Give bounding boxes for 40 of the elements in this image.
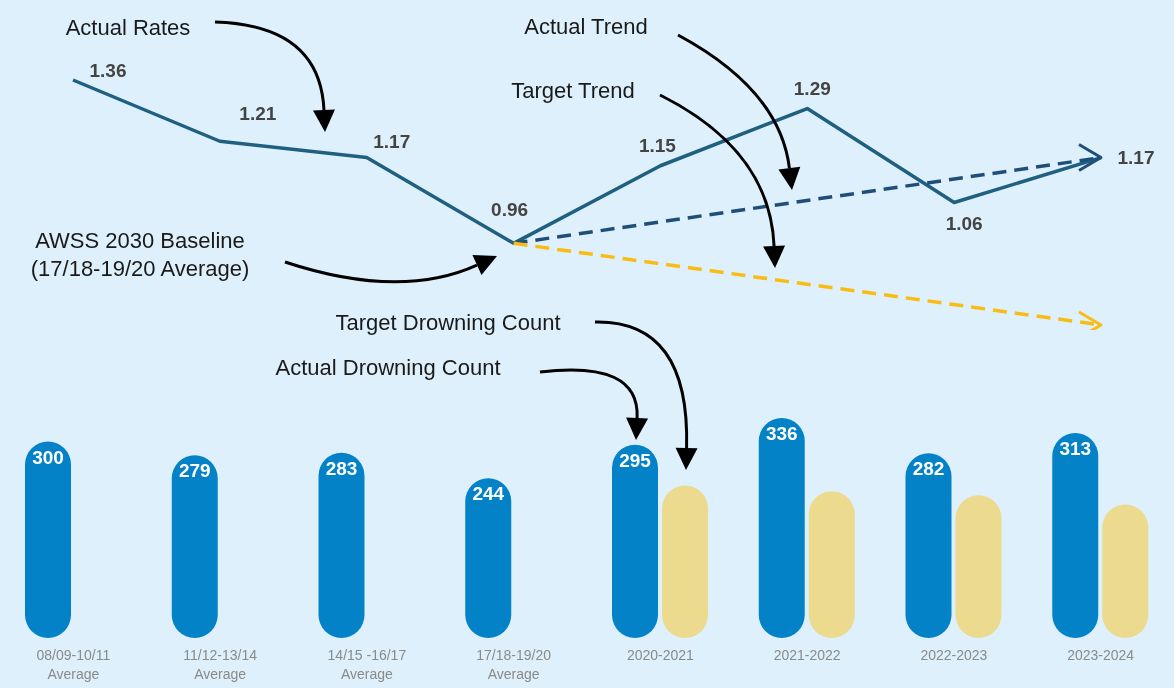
data-label: 1.29 xyxy=(793,77,831,99)
bar xyxy=(465,478,512,638)
text: Actual Rates xyxy=(65,15,191,40)
data-label: 244 xyxy=(472,483,505,505)
data-label: 295 xyxy=(619,449,652,471)
data-label: 1.17 xyxy=(373,130,411,152)
annotation: AWSS 2030 Baseline (17/18-19/20 Average) xyxy=(30,228,250,281)
data-label: 0.96 xyxy=(491,199,529,221)
x-tick-label: 11/12-13/14 Average xyxy=(183,647,258,682)
annotation: Target Drowning Count xyxy=(335,310,561,335)
bar xyxy=(171,455,218,638)
x-tick-label: 14/15 -16/17 Average xyxy=(327,647,407,682)
x-tick-label: 2022-2023 xyxy=(920,647,988,663)
annotation: Target Trend xyxy=(511,78,635,103)
data-label: 282 xyxy=(912,458,945,480)
data-label: 313 xyxy=(1059,438,1092,460)
x-tick-label: 2020-2021 xyxy=(626,647,695,663)
bar xyxy=(905,453,952,638)
bar xyxy=(612,444,658,638)
x-tick-label: 2021-2022 xyxy=(773,647,841,663)
data-label: 1.06 xyxy=(945,212,983,234)
bar xyxy=(808,491,855,638)
text: Actual Trend xyxy=(524,14,648,39)
data-label: 300 xyxy=(32,446,64,468)
x-tick-label: 17/18-19/20 Average xyxy=(476,647,552,682)
data-label: 283 xyxy=(325,457,358,479)
x-tick-label: 2023-2024 xyxy=(1067,647,1135,663)
data-label: 1.15 xyxy=(638,134,677,156)
x-tick-label: 08/09-10/11 Average xyxy=(36,647,111,682)
bar xyxy=(318,452,365,638)
data-label: 1.36 xyxy=(89,60,127,82)
data-label: 1.21 xyxy=(239,103,277,125)
data-label: 336 xyxy=(765,423,798,444)
data-label: 279 xyxy=(178,460,211,482)
text: Actual Drowning Count xyxy=(275,355,501,380)
bar xyxy=(758,418,805,638)
bar xyxy=(1052,433,1099,638)
data-label: 1.17 xyxy=(1117,146,1155,168)
bar xyxy=(662,485,708,638)
bar xyxy=(25,441,71,638)
